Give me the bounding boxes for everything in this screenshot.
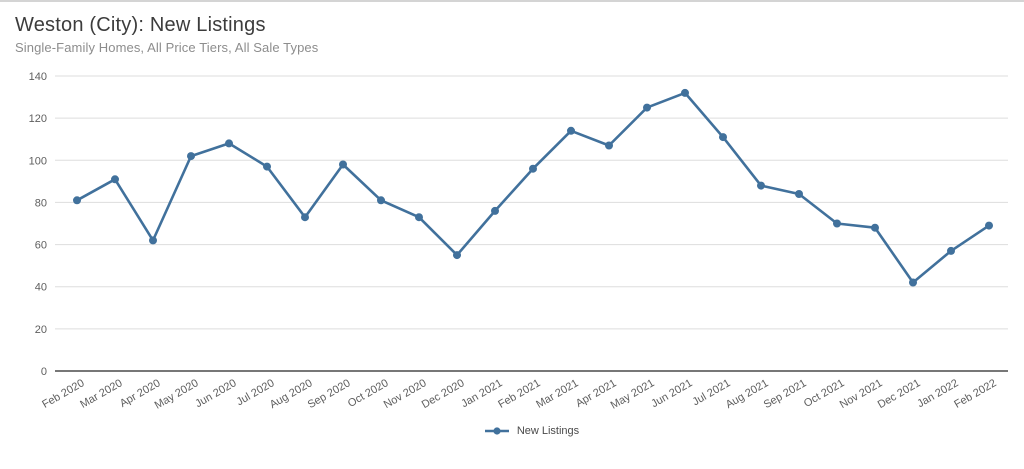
data-point[interactable] (225, 139, 233, 148)
data-point[interactable] (605, 141, 613, 150)
data-point[interactable] (529, 164, 537, 173)
data-point[interactable] (681, 88, 689, 97)
chart-subtitle: Single-Family Homes, All Price Tiers, Al… (15, 40, 319, 55)
data-point[interactable] (301, 213, 309, 222)
x-tick-label: Nov 2021 (838, 377, 885, 411)
x-tick-label: Aug 2020 (268, 377, 315, 411)
x-tick-label: Sep 2021 (762, 377, 809, 411)
data-point[interactable] (377, 196, 385, 205)
x-tick-label: Sep 2020 (306, 377, 353, 411)
x-tick-label: Jun 2021 (649, 377, 694, 410)
x-tick-label: Dec 2021 (876, 377, 923, 411)
data-point[interactable] (453, 251, 461, 260)
x-tick-label: Mar 2020 (78, 377, 124, 411)
x-tick-label: May 2020 (153, 377, 201, 412)
legend-line-marker-icon (484, 427, 509, 435)
x-tick-label: Feb 2021 (496, 377, 542, 411)
data-point[interactable] (491, 206, 499, 215)
data-point[interactable] (985, 221, 993, 230)
y-tick-label: 100 (29, 155, 47, 167)
data-point[interactable] (909, 278, 917, 287)
data-point[interactable] (643, 103, 651, 112)
data-point[interactable] (149, 236, 157, 245)
x-tick-label: Jun 2020 (193, 377, 238, 410)
series-line-new-listings (75, 91, 991, 284)
data-point[interactable] (415, 213, 423, 222)
x-tick-label: Feb 2022 (952, 377, 998, 411)
legend-label: New Listings (516, 425, 580, 437)
x-tick-label: Mar 2021 (534, 377, 580, 411)
x-tick-label: Feb 2020 (40, 377, 86, 411)
y-tick-label: 20 (35, 324, 47, 336)
x-tick-label: May 2021 (609, 377, 657, 412)
data-point[interactable] (871, 223, 879, 232)
legend: New Listings (55, 425, 1008, 437)
y-tick-label: 0 (41, 366, 47, 378)
y-tick-label: 80 (35, 197, 47, 209)
x-tick-label: Jan 2022 (915, 377, 960, 410)
data-point[interactable] (567, 126, 575, 135)
data-point[interactable] (947, 246, 955, 255)
data-point[interactable] (795, 190, 803, 198)
data-point[interactable] (339, 160, 347, 169)
x-tick-label: Jan 2021 (459, 377, 504, 410)
y-tick-label: 60 (35, 240, 47, 252)
x-tick-label: Dec 2020 (420, 377, 467, 411)
legend-item-new-listings[interactable]: New Listings (484, 425, 579, 437)
data-point[interactable] (187, 152, 195, 161)
data-point[interactable] (263, 162, 271, 171)
chart-title: Weston (City): New Listings (15, 14, 266, 36)
data-point[interactable] (833, 219, 841, 228)
data-point[interactable] (757, 181, 765, 190)
x-tick-label: Aug 2021 (724, 377, 771, 411)
y-tick-label: 140 (29, 71, 47, 83)
y-tick-label: 40 (35, 282, 47, 294)
data-point[interactable] (111, 175, 119, 184)
y-tick-label: 120 (29, 113, 47, 125)
data-point[interactable] (73, 196, 81, 205)
data-point[interactable] (719, 133, 727, 142)
x-tick-label: Nov 2020 (382, 377, 429, 411)
